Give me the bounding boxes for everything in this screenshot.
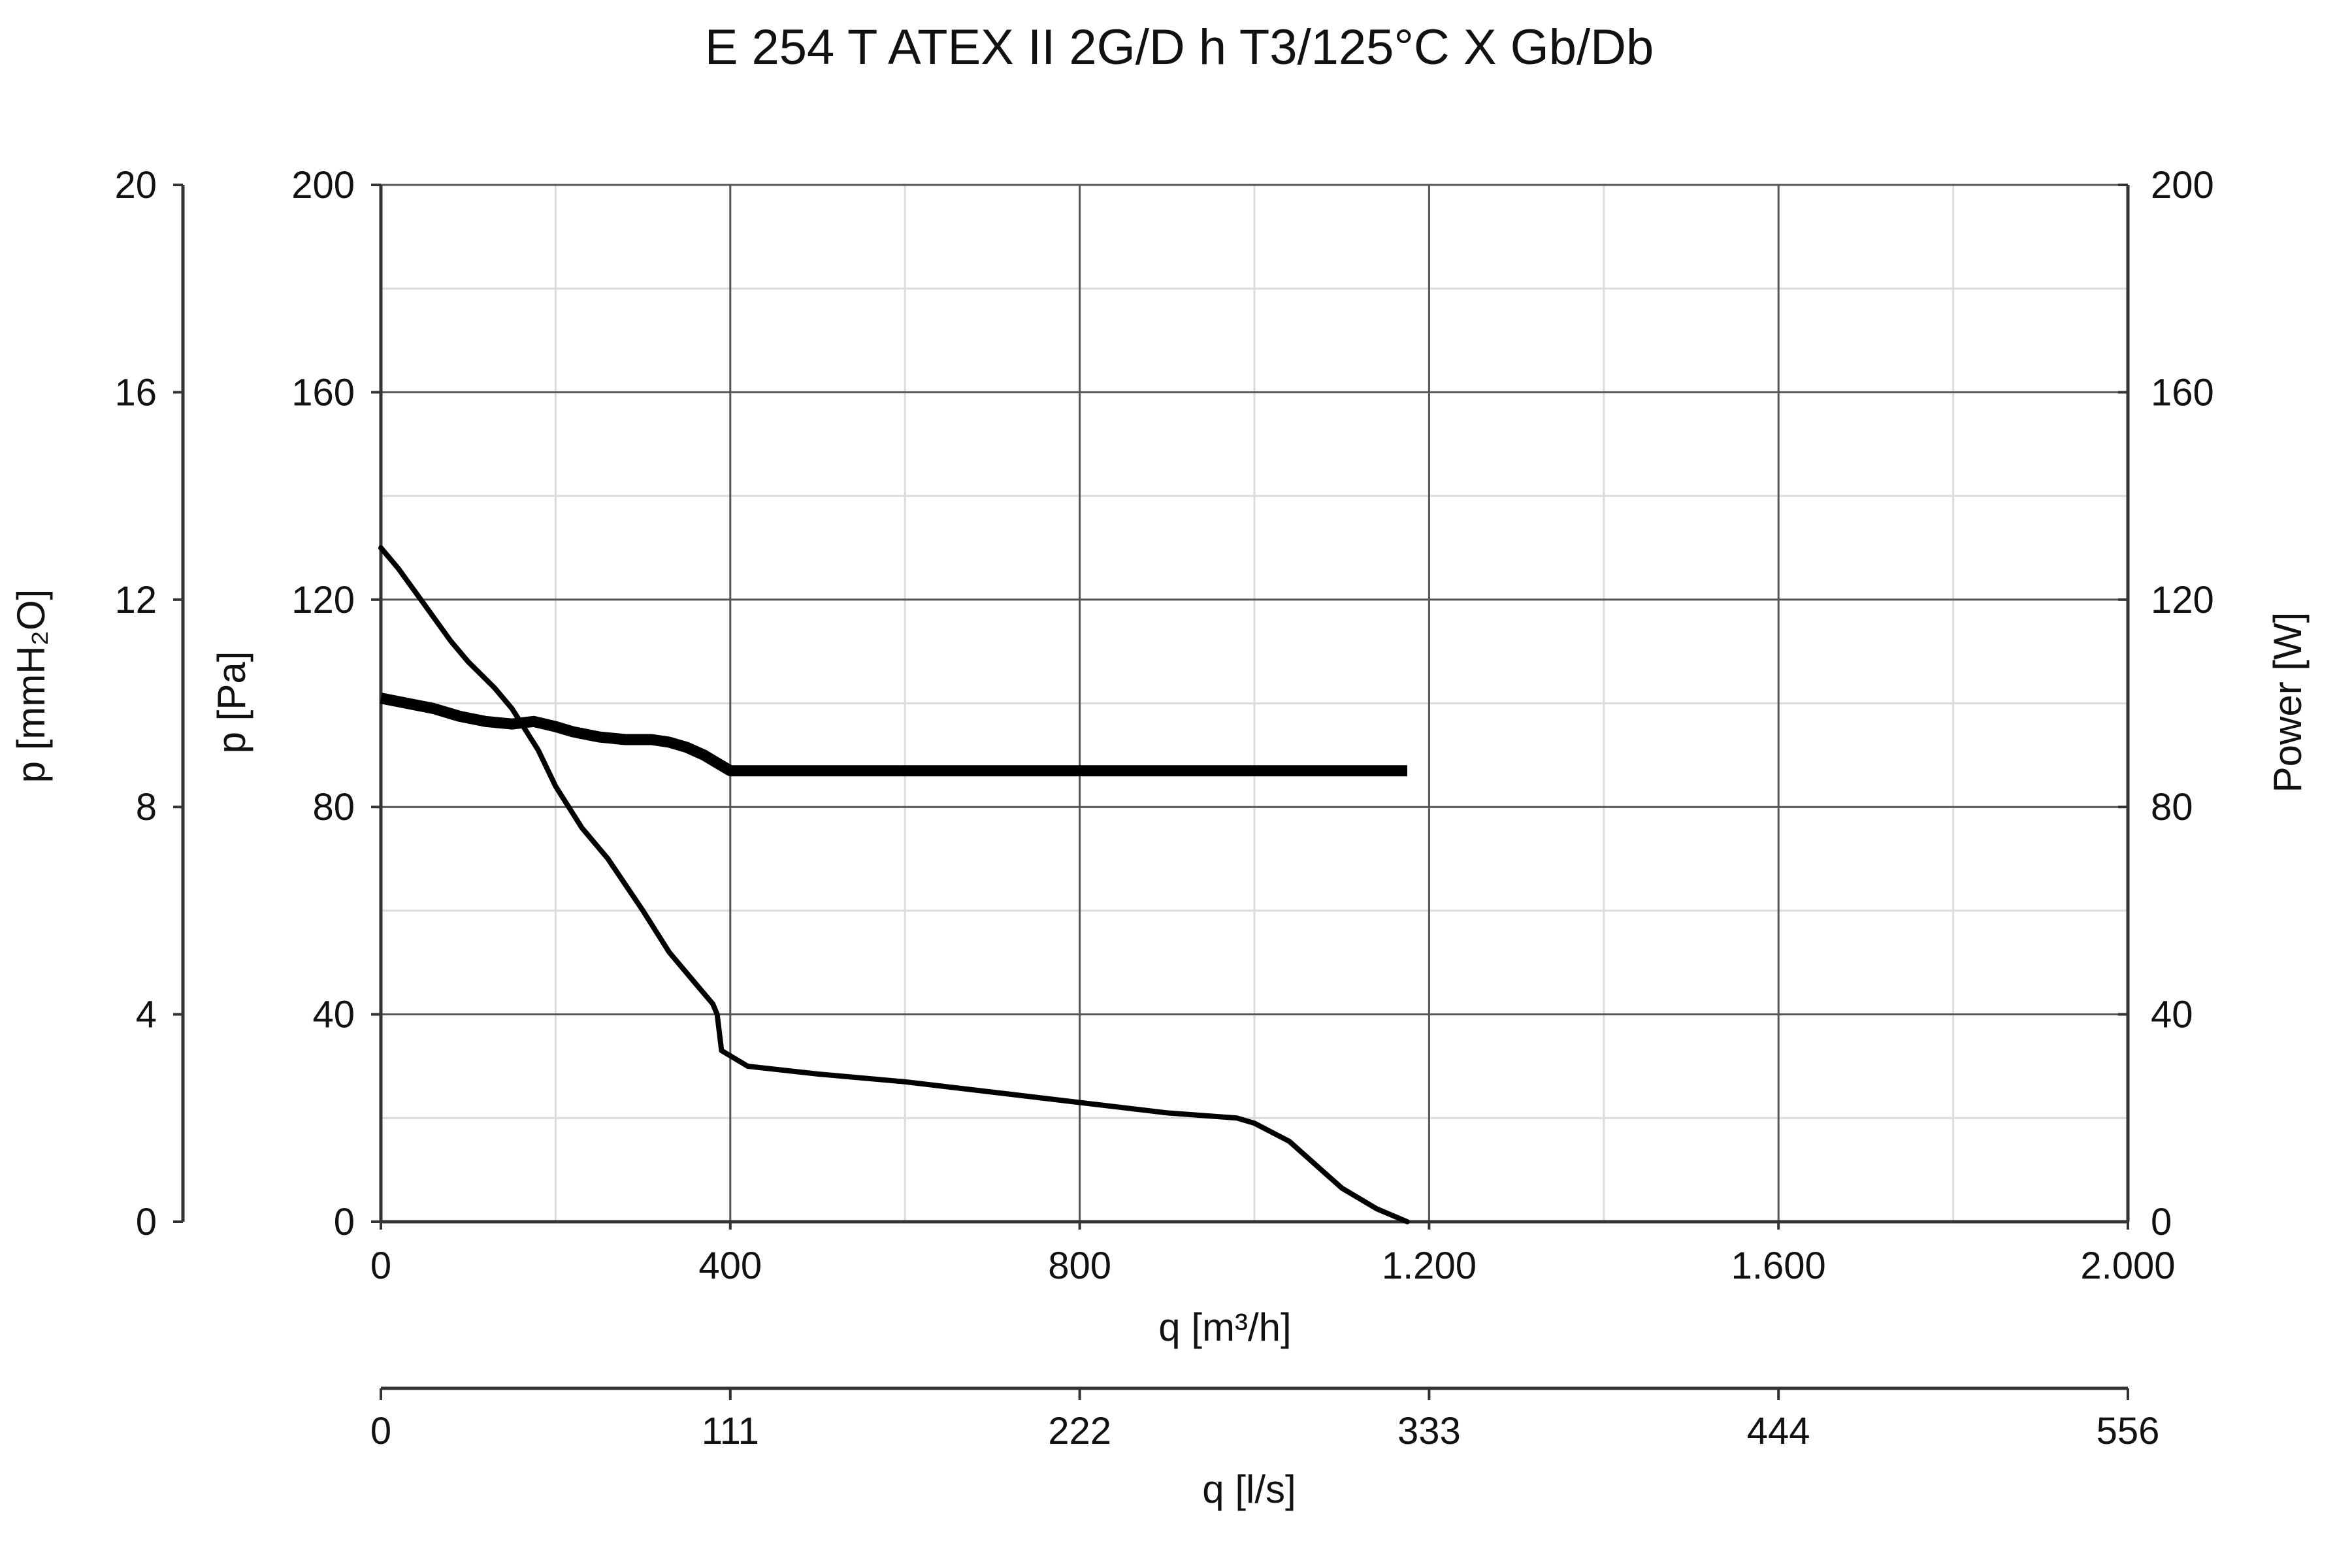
y-left-outer-tick-label: 16: [114, 371, 157, 414]
y-right-tick-label: 80: [2151, 786, 2193, 828]
y-right-tick-label: 160: [2151, 371, 2214, 414]
y-left-outer-axis-label: p [mmH₂O]: [9, 589, 53, 783]
y-left-tick-label: 0: [334, 1201, 355, 1243]
x2-tick-label: 111: [702, 1410, 759, 1452]
chart-title: E 254 T ATEX II 2G/D h T3/125°C X Gb/Db: [705, 20, 1654, 75]
y-left-tick-label: 80: [312, 786, 355, 828]
x-tick-label: 1.600: [1731, 1245, 1826, 1287]
power-curve: [380, 693, 1407, 777]
x2-tick-label: 222: [1048, 1410, 1111, 1452]
y-right-tick-label: 200: [2151, 164, 2214, 206]
x-tick-label: 800: [1048, 1245, 1111, 1287]
data-series: [378, 545, 1410, 1224]
y-left-outer-tick-label: 8: [136, 786, 157, 828]
x2-tick-label: 333: [1397, 1410, 1461, 1452]
x-tick-label: 1.200: [1382, 1245, 1477, 1287]
x2-tick-label: 0: [370, 1410, 391, 1452]
x-tick-label: 0: [370, 1245, 391, 1287]
x2-tick-label: 556: [2097, 1410, 2160, 1452]
y-right-tick-label: 0: [2151, 1201, 2172, 1243]
x2-tick-label: 444: [1747, 1410, 1810, 1452]
y-left-outer-tick-label: 20: [114, 164, 157, 206]
y-right-axis-label: Power [W]: [2266, 612, 2310, 793]
x-axis-label: q [m³/h]: [1158, 1305, 1291, 1349]
y-left-tick-label: 160: [291, 371, 355, 414]
minor-grid: [381, 185, 2128, 1222]
y-right-tick-label: 120: [2151, 579, 2214, 621]
y-left-outer-tick-label: 4: [136, 994, 157, 1036]
x2-axis-label: q [l/s]: [1202, 1467, 1296, 1511]
y-left-outer-tick-label: 0: [136, 1201, 157, 1243]
x-tick-label: 2.000: [2080, 1245, 2175, 1287]
y-right-tick-label: 40: [2151, 994, 2193, 1036]
y-left-tick-label: 200: [291, 164, 355, 206]
x-tick-label: 400: [698, 1245, 762, 1287]
y-left-axis-label: p [Pa]: [210, 651, 253, 754]
y-left-tick-label: 40: [312, 994, 355, 1036]
pressure-curve: [378, 545, 1410, 1224]
y-left-tick-label: 120: [291, 579, 355, 621]
y-left-outer-tick-label: 12: [114, 579, 157, 621]
